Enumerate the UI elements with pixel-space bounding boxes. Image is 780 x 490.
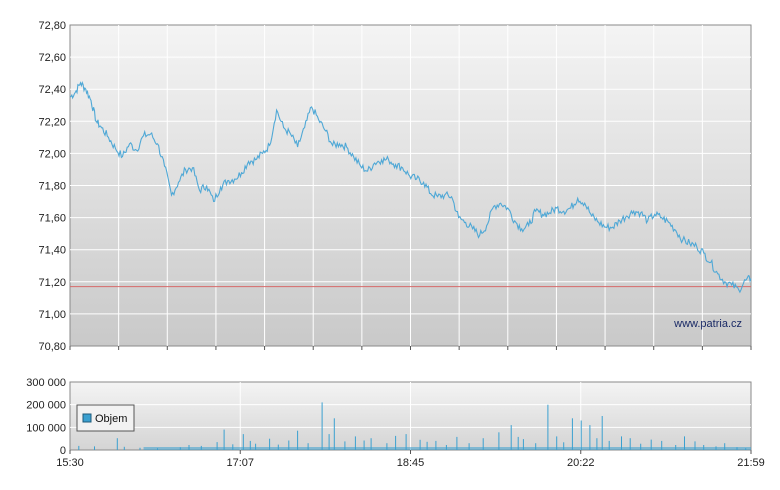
price-grid	[70, 25, 751, 346]
x-tick-label: 21:59	[737, 457, 765, 469]
price-y-tick-label: 71,20	[38, 277, 66, 289]
volume-legend: Objem	[76, 404, 135, 432]
legend-swatch	[82, 413, 92, 423]
price-y-tick-label: 71,80	[38, 181, 66, 193]
x-tick-label: 17:07	[226, 457, 254, 469]
volume-grid	[70, 382, 751, 450]
volume-panel: 300 000 200 000 100 000 0 15:30 17:07 18:45 20…	[26, 377, 765, 469]
price-y-tick-label: 72,80	[38, 20, 66, 32]
volume-x-axis: 15:30 17:07 18:45 20:22 21:59	[56, 450, 765, 469]
price-y-tick-label: 72,60	[38, 52, 66, 64]
price-y-axis: 72,80 72,60 72,40 72,20 72,00 71,80 71,60 71,40…	[38, 20, 66, 353]
price-y-tick-label: 72,20	[38, 116, 66, 128]
price-y-tick-label: 71,40	[38, 245, 66, 257]
price-series-line	[69, 81, 752, 294]
volume-y-tick-label: 200 000	[26, 400, 66, 412]
x-tick-label: 20:22	[567, 457, 595, 469]
x-tick-label: 15:30	[56, 457, 84, 469]
volume-bars	[78, 402, 752, 450]
price-y-tick-label: 72,40	[38, 84, 66, 96]
price-x-ticks	[69, 346, 752, 350]
legend-label: Objem	[95, 413, 127, 425]
volume-y-tick-label: 0	[60, 445, 66, 457]
volume-y-axis: 300 000 200 000 100 000 0	[26, 377, 66, 457]
price-y-tick-label: 70,80	[38, 341, 66, 353]
price-panel: 72,80 72,60 72,40 72,20 72,00 71,80 71,60 71,40…	[38, 20, 752, 353]
price-y-tick-label: 71,00	[38, 309, 66, 321]
price-y-tick-label: 71,60	[38, 213, 66, 225]
volume-y-tick-label: 300 000	[26, 377, 66, 389]
watermark[interactable]: www.patria.cz	[673, 318, 742, 330]
volume-baseline-activity	[143, 447, 752, 450]
volume-y-tick-label: 100 000	[26, 422, 66, 434]
price-y-tick-label: 72,00	[38, 148, 66, 160]
x-tick-label: 18:45	[397, 457, 425, 469]
